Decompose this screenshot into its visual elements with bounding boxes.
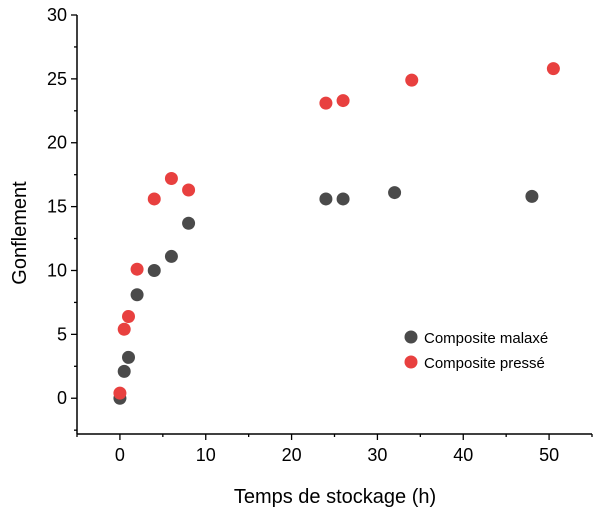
x-tick-label: 40 [453, 445, 473, 465]
point-composite-malaxe [117, 364, 131, 378]
x-axis-ticks: 0 10 20 30 40 50 [76, 434, 593, 465]
legend-label-presse: Composite pressé [424, 355, 545, 372]
point-composite-presse [164, 172, 178, 186]
point-composite-presse [405, 73, 419, 87]
legend-marker-presse [404, 355, 418, 369]
x-tick-label: 50 [539, 445, 559, 465]
point-composite-presse [147, 192, 161, 206]
x-tick-label: 0 [115, 445, 125, 465]
y-tick-label: 15 [47, 197, 67, 217]
point-composite-presse [336, 94, 350, 108]
y-tick-label: 10 [47, 260, 67, 280]
x-tick-label: 10 [196, 445, 216, 465]
y-tick-label: 25 [47, 69, 67, 89]
x-axis-title: Temps de stockage (h) [234, 486, 436, 508]
point-composite-presse [130, 262, 144, 276]
y-tick-label: 5 [57, 324, 67, 344]
point-composite-malaxe [130, 288, 144, 302]
legend-label-malaxe: Composite malaxé [424, 330, 548, 347]
y-axis-ticks: 0 5 10 15 20 25 30 [47, 5, 77, 431]
y-tick-label: 0 [57, 388, 67, 408]
x-tick-label: 30 [367, 445, 387, 465]
point-composite-malaxe [164, 249, 178, 263]
point-composite-presse [122, 309, 135, 323]
point-composite-malaxe [122, 350, 135, 364]
point-composite-presse [182, 183, 196, 197]
legend: Composite malaxé Composite pressé [404, 330, 548, 372]
point-composite-presse [117, 322, 131, 336]
point-composite-malaxe [336, 192, 350, 206]
y-tick-label: 20 [47, 133, 67, 153]
point-composite-presse [113, 386, 127, 400]
point-composite-malaxe [319, 192, 333, 206]
legend-marker-malaxe [404, 330, 418, 344]
point-composite-presse [546, 62, 560, 76]
x-tick-label: 20 [282, 445, 302, 465]
point-composite-malaxe [182, 216, 196, 230]
point-composite-presse [319, 96, 333, 110]
point-composite-malaxe [388, 186, 402, 200]
point-composite-malaxe [147, 263, 161, 277]
data-points [113, 62, 560, 405]
y-axis-title: Gonflement [9, 181, 31, 285]
y-tick-label: 30 [47, 5, 67, 25]
point-composite-malaxe [525, 189, 539, 203]
